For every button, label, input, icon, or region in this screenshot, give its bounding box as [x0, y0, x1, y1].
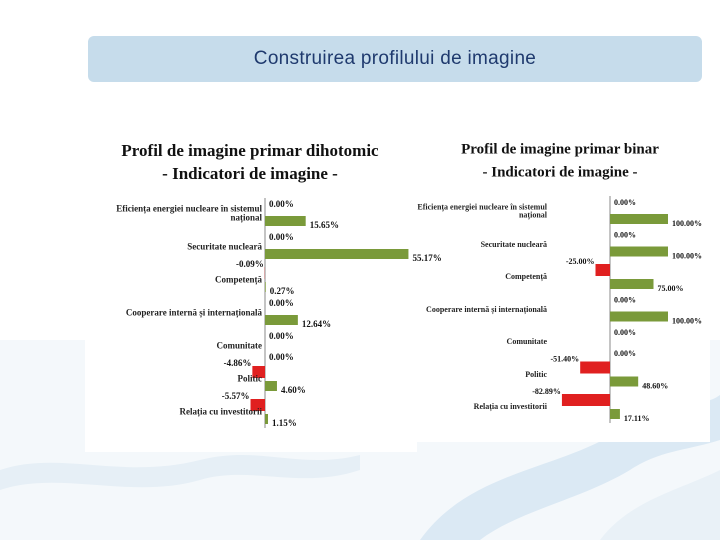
data-label: 0.00% [614, 295, 636, 304]
chart-panel [417, 132, 710, 442]
data-label: 48.60% [642, 381, 668, 390]
data-label: 1.15% [272, 418, 297, 428]
river [0, 455, 360, 490]
data-label: 0.00% [269, 199, 294, 209]
data-label: 100.00% [672, 219, 702, 228]
category-label: Competență [215, 274, 262, 285]
data-label: 55.17% [412, 253, 441, 263]
category-label: Securitate nucleară [187, 241, 262, 252]
bar [580, 361, 610, 374]
bar [265, 282, 266, 292]
data-label: 0.00% [614, 198, 636, 207]
river [600, 470, 720, 540]
bar [250, 399, 265, 411]
data-label: 100.00% [672, 251, 702, 260]
chart-panel [85, 132, 417, 452]
bar [265, 216, 306, 226]
bar [265, 381, 277, 391]
data-label: 0.00% [269, 232, 294, 242]
data-label: 0.00% [614, 230, 636, 239]
data-label: 0.00% [614, 328, 636, 337]
data-label: 17.11% [624, 414, 650, 423]
chart-subtitle: - Indicatori de imagine - [162, 164, 338, 183]
category-label: Competență [505, 271, 547, 281]
data-label: -4.86% [224, 358, 252, 368]
bar [610, 246, 668, 257]
chart-title: Profil de imagine primar binar [461, 141, 659, 157]
data-label: 0.00% [269, 298, 294, 308]
chart-title: Profil de imagine primar dihotomic [121, 141, 379, 160]
category-label: Comunitate [506, 336, 547, 346]
chart-subtitle: - Indicatori de imagine - [483, 164, 638, 180]
category-label: Eficiența energiei nucleare în sistemul … [417, 202, 547, 220]
data-label: 0.00% [269, 331, 294, 341]
category-label: Cooperare internă și internațională [125, 307, 262, 318]
data-label: 12.64% [302, 319, 331, 329]
slide-title: Construirea profilului de imagine [88, 36, 702, 82]
data-label: 15.65% [310, 220, 339, 230]
bar [610, 279, 654, 289]
category-label: Politic [525, 369, 547, 379]
category-label: Cooperare internă și internațională [426, 304, 547, 314]
data-label: -25.00% [566, 257, 595, 266]
category-label: Relația cu investitorii [179, 406, 263, 417]
bar [265, 249, 409, 259]
data-label: -51.40% [551, 354, 580, 363]
data-label: 0.27% [270, 286, 295, 296]
bar [265, 315, 298, 325]
bar [595, 264, 610, 276]
bar [610, 311, 668, 322]
category-label: Relația cu investitorii [473, 401, 547, 411]
data-label: 75.00% [658, 284, 684, 293]
data-label: 0.00% [269, 352, 294, 362]
category-label: Politic [237, 373, 263, 384]
data-label: 4.60% [281, 385, 306, 395]
bar [252, 366, 265, 378]
category-label: Comunitate [216, 340, 263, 351]
category-label: Securitate nucleară [480, 239, 547, 249]
bar [610, 214, 668, 224]
data-label: -5.57% [222, 391, 250, 401]
bar [610, 409, 620, 419]
category-label: Eficiența energiei nucleare în sistemul … [116, 203, 262, 223]
data-label: -0.09% [236, 259, 264, 269]
bar [561, 394, 610, 406]
bar [610, 376, 639, 387]
data-label: -82.89% [532, 387, 561, 396]
data-label: 0.00% [614, 349, 636, 358]
data-label: 100.00% [672, 316, 702, 325]
bar [265, 414, 268, 424]
